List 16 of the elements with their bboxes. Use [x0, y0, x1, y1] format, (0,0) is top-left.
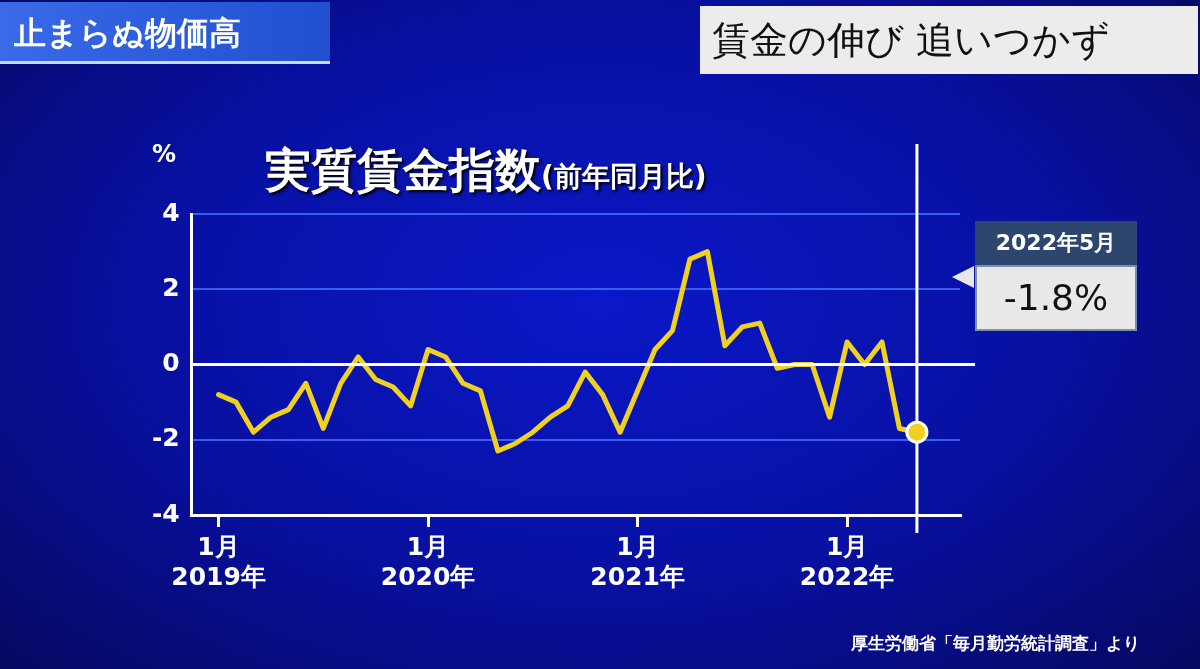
- text: 止まらぬ物価高: [0, 2, 330, 64]
- y-axis-title: %: [152, 140, 177, 168]
- x-tick-label: 1月 2021年: [590, 531, 685, 591]
- chart-subtitle: (前年同月比): [541, 160, 707, 193]
- y-tick-label: 0: [162, 348, 180, 377]
- text: 賃金の伸び 追いつかず: [700, 6, 1198, 74]
- y-tick-label: 4: [162, 197, 180, 227]
- x-tick-label: 1月 2022年: [799, 531, 895, 591]
- text: 2022年5月: [975, 221, 1137, 265]
- text: 厚生労働省「毎月勤労統計調査」より: [851, 632, 1140, 655]
- y-tick-label: -4: [151, 498, 180, 528]
- y-tick-label: -2: [151, 423, 180, 453]
- text: -1.8%: [975, 265, 1137, 331]
- x-tick-label: 1月 2020年: [380, 531, 476, 591]
- x-tick-label: 1月 2019年: [171, 531, 266, 591]
- y-tick-label: 2: [162, 272, 180, 302]
